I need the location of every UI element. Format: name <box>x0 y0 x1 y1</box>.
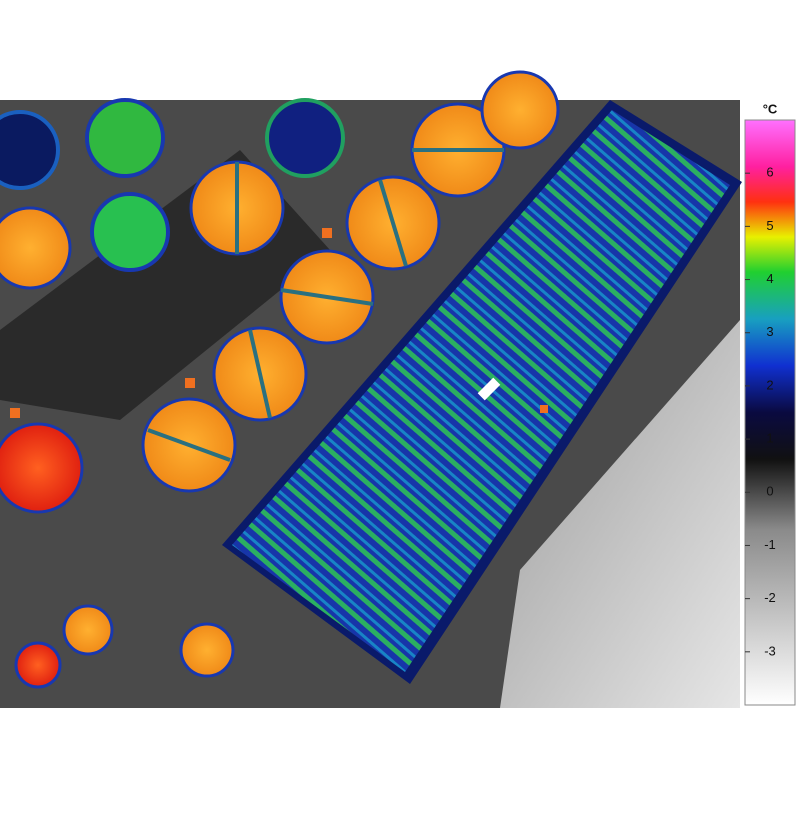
colorbar-tick-label: 0 <box>766 484 773 499</box>
colorbar-unit: °C <box>763 101 778 116</box>
colorbar-tick-label: 4 <box>766 271 773 286</box>
colorbar-tick-label: 1 <box>766 431 773 446</box>
colorbar-tick-label: -3 <box>764 643 776 658</box>
colorbar-tick-label: -2 <box>764 590 776 605</box>
colorbar: °C <box>744 101 796 706</box>
colorbar-tick-label: -1 <box>764 537 776 552</box>
colorbar-tick-label: 2 <box>766 377 773 392</box>
colorbar-tick-label: 5 <box>766 218 773 233</box>
colorbar-tick-label: 6 <box>766 165 773 180</box>
colorbar-scale <box>744 119 796 706</box>
thermal-scene <box>0 70 742 708</box>
colorbar-tick-label: 3 <box>766 324 773 339</box>
